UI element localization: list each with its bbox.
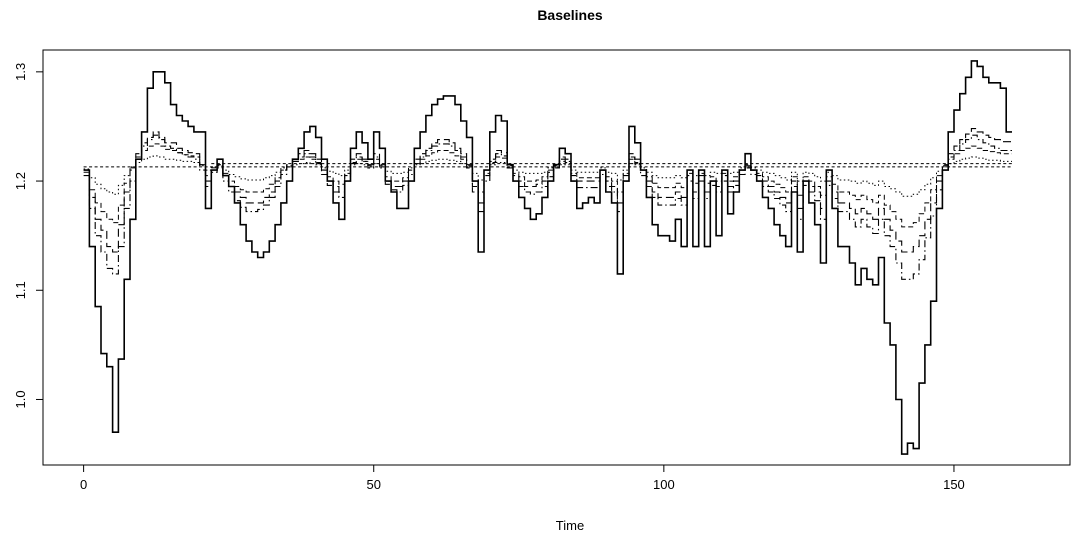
y-tick-label: 1.0 bbox=[13, 390, 28, 408]
series-layer bbox=[83, 60, 1012, 455]
series-line-1 bbox=[83, 60, 1012, 455]
y-tick-label: 1.1 bbox=[13, 281, 28, 299]
plot-frame bbox=[42, 49, 1071, 466]
chart-title: Baselines bbox=[537, 7, 603, 23]
x-tick-label: 50 bbox=[366, 477, 380, 492]
x-tick-label: 150 bbox=[943, 477, 965, 492]
y-tick-label: 1.3 bbox=[13, 63, 28, 81]
x-tick-label: 0 bbox=[80, 477, 87, 492]
x-axis: 0 50 100 150 bbox=[80, 464, 965, 492]
series-line-2 bbox=[83, 128, 1012, 253]
y-axis: 1.0 1.1 1.2 1.3 bbox=[13, 63, 44, 409]
series-line-3 bbox=[83, 134, 1012, 280]
x-tick-label: 100 bbox=[653, 477, 675, 492]
x-axis-label: Time bbox=[556, 518, 584, 533]
series-line-4 bbox=[83, 143, 1012, 228]
y-tick-label: 1.2 bbox=[13, 172, 28, 190]
